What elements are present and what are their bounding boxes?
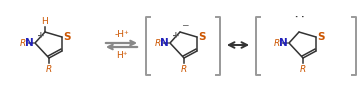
Text: H⁺: H⁺: [116, 51, 127, 60]
Text: N: N: [160, 38, 168, 48]
Text: S: S: [318, 32, 325, 42]
Text: R: R: [20, 38, 26, 48]
Text: S: S: [63, 32, 71, 42]
Text: +: +: [172, 30, 179, 40]
Text: R: R: [155, 38, 161, 48]
Text: S: S: [198, 32, 206, 42]
Text: R: R: [300, 65, 306, 74]
Text: −: −: [181, 21, 189, 30]
Text: +: +: [37, 30, 44, 40]
Text: R: R: [181, 65, 187, 74]
Text: R: R: [274, 38, 280, 48]
Text: N: N: [279, 38, 288, 48]
Text: N: N: [25, 38, 33, 48]
Text: -H⁺: -H⁺: [114, 30, 129, 39]
Text: H: H: [42, 17, 48, 26]
Text: R: R: [46, 65, 52, 74]
Text: · ·: · ·: [295, 13, 305, 23]
